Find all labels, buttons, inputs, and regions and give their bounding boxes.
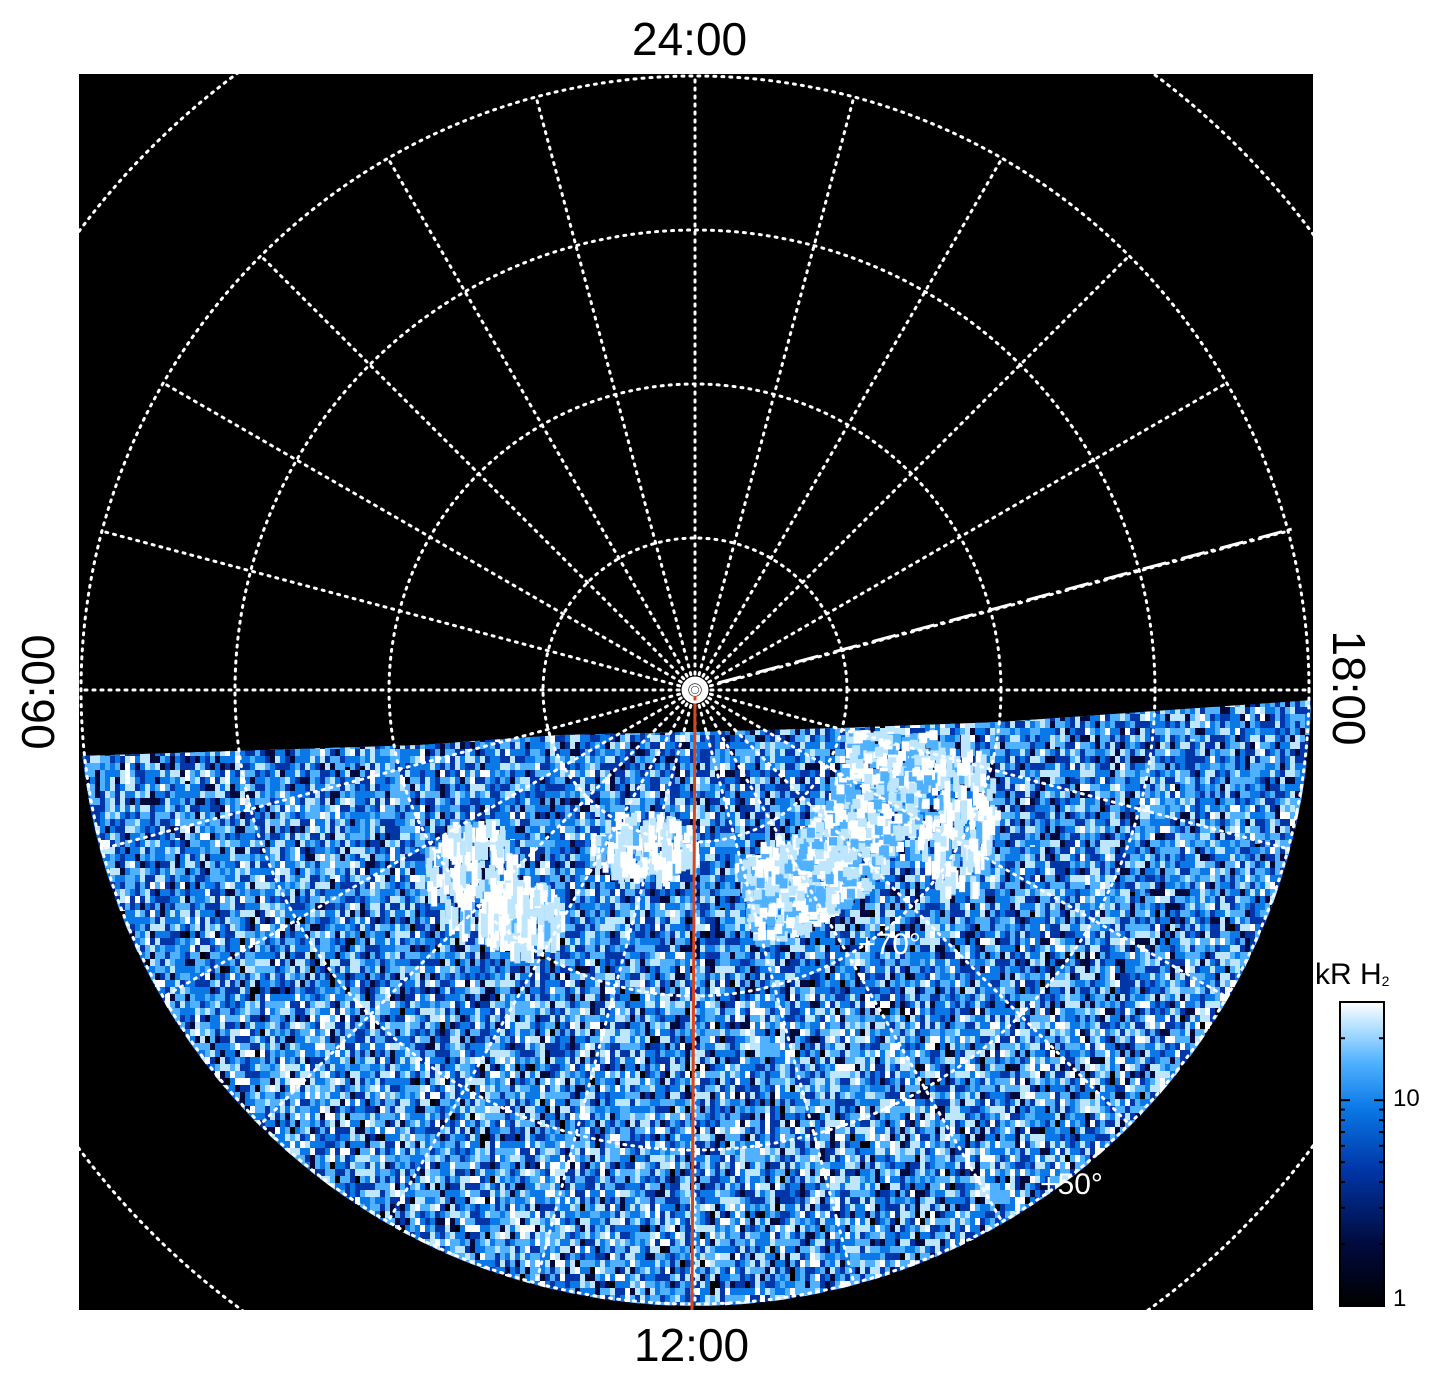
meridian-13 bbox=[534, 688, 697, 1287]
meridian-15 bbox=[257, 688, 697, 1128]
latitude-label-70: +70° bbox=[858, 930, 921, 960]
meridian-16 bbox=[160, 688, 697, 1000]
meridian-1 bbox=[693, 93, 856, 692]
pole-marker-inner bbox=[689, 684, 701, 696]
colorbar bbox=[1339, 1001, 1385, 1307]
colorbar-tick-marks bbox=[1340, 1001, 1384, 1307]
meridian-14 bbox=[385, 688, 697, 1225]
dusk-dashed-line bbox=[717, 527, 1293, 685]
hour-label-06: 06:00 bbox=[12, 634, 64, 749]
meridian-3 bbox=[693, 252, 1133, 692]
hour-label-24: 24:00 bbox=[632, 16, 747, 62]
meridian-8 bbox=[693, 688, 1230, 1000]
meridian-21 bbox=[257, 252, 697, 692]
colorbar-title-subscript: 2 bbox=[1382, 973, 1390, 989]
hour-label-18: 18:00 bbox=[1323, 630, 1375, 745]
meridian-7 bbox=[693, 688, 1292, 851]
colorbar-tick-label-10: 10 bbox=[1393, 1087, 1420, 1111]
latitude-circle-60 bbox=[233, 228, 1157, 1152]
meridian-11 bbox=[693, 688, 856, 1287]
hour-label-12: 12:00 bbox=[634, 1322, 749, 1368]
noon-meridian-line bbox=[690, 693, 697, 1311]
meridian-9 bbox=[693, 688, 1133, 1128]
meridian-4 bbox=[693, 380, 1230, 692]
meridian-17 bbox=[98, 688, 697, 851]
meridian-23 bbox=[534, 93, 697, 692]
meridian-19 bbox=[98, 529, 697, 692]
latitude-label-50: +50° bbox=[1040, 1170, 1103, 1200]
meridian-2 bbox=[693, 155, 1005, 692]
colorbar-title: kR H2 bbox=[1315, 960, 1389, 990]
meridian-20 bbox=[160, 380, 697, 692]
colorbar-title-text: kR H bbox=[1315, 958, 1382, 991]
meridian-10 bbox=[693, 688, 1005, 1225]
meridian-22 bbox=[385, 155, 697, 692]
pole-marker-outer bbox=[681, 676, 709, 704]
latitude-circle-50 bbox=[79, 74, 1311, 1306]
colorbar-fill bbox=[1339, 1001, 1385, 1307]
colorbar-tick-label-1: 1 bbox=[1393, 1287, 1406, 1311]
